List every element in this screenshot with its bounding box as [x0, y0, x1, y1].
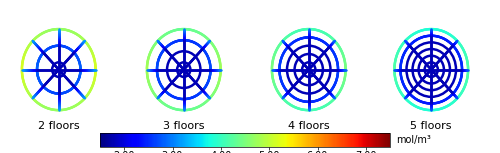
Text: 4 floors: 4 floors — [288, 121, 330, 131]
Text: 5 floors: 5 floors — [410, 121, 452, 131]
Text: mol/m³: mol/m³ — [396, 135, 430, 145]
Text: 3 floors: 3 floors — [163, 121, 204, 131]
Text: 2 floors: 2 floors — [38, 121, 80, 131]
